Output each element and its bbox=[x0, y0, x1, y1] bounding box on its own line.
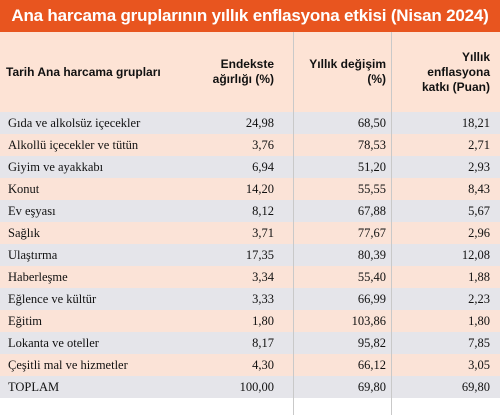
row-change: 55,40 bbox=[357, 270, 386, 284]
row-contribution: 2,96 bbox=[468, 226, 490, 240]
row-change: 67,88 bbox=[357, 204, 386, 218]
row-contribution: 69,80 bbox=[461, 380, 490, 394]
row-change: 55,55 bbox=[357, 182, 386, 196]
table-row: Ulaştırma 17,35 80,39 12,08 bbox=[0, 244, 500, 266]
row-name: Alkollü içecekler ve tütün bbox=[8, 138, 139, 152]
row-name: Ulaştırma bbox=[8, 248, 58, 262]
row-weight: 6,94 bbox=[252, 160, 274, 174]
row-contribution: 2,71 bbox=[468, 138, 490, 152]
row-contribution: 1,80 bbox=[468, 314, 490, 328]
table-body: Gıda ve alkolsüz içecekler 24,98 68,50 1… bbox=[0, 112, 500, 398]
row-change: 78,53 bbox=[357, 138, 386, 152]
row-name: Ev eşyası bbox=[8, 204, 56, 218]
row-change: 80,39 bbox=[357, 248, 386, 262]
row-contribution: 2,93 bbox=[468, 160, 490, 174]
row-change: 69,80 bbox=[357, 380, 386, 394]
row-weight: 3,33 bbox=[252, 292, 274, 306]
table-row: Lokanta ve oteller 8,17 95,82 7,85 bbox=[0, 332, 500, 354]
column-divider bbox=[391, 32, 392, 415]
row-change: 66,99 bbox=[357, 292, 386, 306]
header-weight: Endekste ağırlığı (%) bbox=[212, 57, 274, 86]
table-row: Haberleşme 3,34 55,40 1,88 bbox=[0, 266, 500, 288]
row-name: Lokanta ve oteller bbox=[8, 336, 99, 350]
row-change: 77,67 bbox=[357, 226, 386, 240]
row-change: 95,82 bbox=[357, 336, 386, 350]
table-title: Ana harcama gruplarının yıllık enflasyon… bbox=[0, 0, 500, 32]
row-weight: 8,17 bbox=[252, 336, 274, 350]
row-weight: 4,30 bbox=[252, 358, 274, 372]
table-row: Çeşitli mal ve hizmetler 4,30 66,12 3,05 bbox=[0, 354, 500, 376]
row-name: Sağlık bbox=[8, 226, 40, 240]
row-contribution: 7,85 bbox=[468, 336, 490, 350]
column-divider bbox=[293, 32, 294, 415]
row-change: 68,50 bbox=[357, 116, 386, 130]
row-name: Eğitim bbox=[8, 314, 43, 328]
row-name: Çeşitli mal ve hizmetler bbox=[8, 358, 128, 372]
row-name: TOPLAM bbox=[8, 380, 60, 394]
row-weight: 1,80 bbox=[252, 314, 274, 328]
table-row: Alkollü içecekler ve tütün 3,76 78,53 2,… bbox=[0, 134, 500, 156]
row-contribution: 2,23 bbox=[468, 292, 490, 306]
table-row: Giyim ve ayakkabı 6,94 51,20 2,93 bbox=[0, 156, 500, 178]
header-category: Tarih Ana harcama grupları bbox=[6, 64, 161, 79]
row-change: 103,86 bbox=[351, 314, 386, 328]
row-contribution: 12,08 bbox=[461, 248, 490, 262]
row-name: Haberleşme bbox=[8, 270, 68, 284]
row-name: Konut bbox=[8, 182, 40, 196]
table-row: Gıda ve alkolsüz içecekler 24,98 68,50 1… bbox=[0, 112, 500, 134]
row-name: Gıda ve alkolsüz içecekler bbox=[8, 116, 141, 130]
row-weight: 3,34 bbox=[252, 270, 274, 284]
table-row-total: TOPLAM 100,00 69,80 69,80 bbox=[0, 376, 500, 398]
row-weight: 3,76 bbox=[252, 138, 274, 152]
row-name: Eğlence ve kültür bbox=[8, 292, 97, 306]
row-contribution: 3,05 bbox=[468, 358, 490, 372]
table-row: Ev eşyası 8,12 67,88 5,67 bbox=[0, 200, 500, 222]
row-weight: 17,35 bbox=[245, 248, 274, 262]
table-row: Sağlık 3,71 77,67 2,96 bbox=[0, 222, 500, 244]
row-weight: 14,20 bbox=[245, 182, 274, 196]
header-annual-change: Yıllık değişim (%) bbox=[309, 57, 386, 86]
table-row: Eğlence ve kültür 3,33 66,99 2,23 bbox=[0, 288, 500, 310]
header-contribution: Yıllık enflasyona katkı (Puan) bbox=[421, 49, 490, 94]
row-weight: 3,71 bbox=[252, 226, 274, 240]
row-name: Giyim ve ayakkabı bbox=[8, 160, 104, 174]
row-change: 51,20 bbox=[357, 160, 386, 174]
row-weight: 100,00 bbox=[239, 380, 274, 394]
table-header: Tarih Ana harcama grupları Endekste ağır… bbox=[0, 32, 500, 112]
row-weight: 8,12 bbox=[252, 204, 274, 218]
row-contribution: 5,67 bbox=[468, 204, 490, 218]
row-contribution: 1,88 bbox=[468, 270, 490, 284]
table-row: Eğitim 1,80 103,86 1,80 bbox=[0, 310, 500, 332]
row-weight: 24,98 bbox=[245, 116, 274, 130]
row-change: 66,12 bbox=[357, 358, 386, 372]
table-row: Konut 14,20 55,55 8,43 bbox=[0, 178, 500, 200]
row-contribution: 8,43 bbox=[468, 182, 490, 196]
row-contribution: 18,21 bbox=[461, 116, 490, 130]
